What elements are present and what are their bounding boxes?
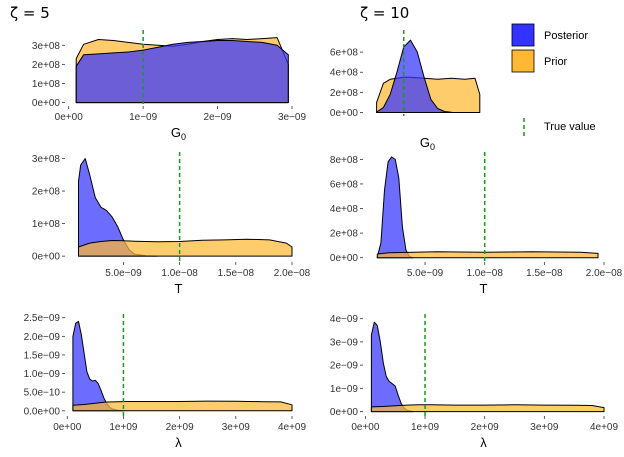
x-tick-label: 3e+09 bbox=[222, 422, 251, 433]
x-tick-label: 0e+00 bbox=[351, 422, 380, 433]
x-tick-label: 1.0e−08 bbox=[161, 268, 198, 279]
y-tick-label: 3e+08 bbox=[32, 154, 61, 165]
column-title-zeta-10: ζ = 10 bbox=[360, 4, 409, 22]
y-tick-label: 2.0e−09 bbox=[24, 332, 61, 343]
x-tick-label: 2e+09 bbox=[471, 422, 500, 433]
panels: 0e+00 1e+08 2e+08 3e+08 0e+00 1e−09 2e−09 3e−09… bbox=[24, 30, 623, 450]
x-tick-label: 0e+00 bbox=[53, 422, 82, 433]
y-tick-label: 4e+08 bbox=[330, 204, 359, 215]
density-prior bbox=[72, 400, 293, 412]
x-axis-title: T bbox=[175, 281, 183, 296]
legend-label-prior: Prior bbox=[544, 56, 568, 68]
y-tick-label: 4e+08 bbox=[330, 68, 359, 79]
y-tick-label: 2e−09 bbox=[330, 361, 359, 372]
y-tick-label: 1e−09 bbox=[330, 384, 359, 395]
density-posterior bbox=[376, 39, 452, 113]
x-tick-label: 1.5e−08 bbox=[218, 268, 255, 279]
legend: Posterior Prior True value bbox=[511, 23, 596, 136]
y-tick-label: 1e+08 bbox=[32, 219, 61, 230]
y-tick-label: 2.5e−09 bbox=[24, 313, 61, 324]
y-tick-label: 8e+08 bbox=[330, 155, 359, 166]
x-tick-label: 1.5e−08 bbox=[526, 268, 563, 279]
y-tick-label: 0.0e+00 bbox=[24, 406, 61, 417]
density-posterior bbox=[72, 320, 124, 412]
density-prior bbox=[78, 238, 293, 257]
legend-label-true-value: True value bbox=[544, 121, 596, 133]
y-tick-label: 1.0e−09 bbox=[24, 369, 61, 380]
x-tick-label: 2e−09 bbox=[204, 112, 233, 123]
x-tick-label: 3e−09 bbox=[278, 112, 307, 123]
y-tick-label: 1e+08 bbox=[32, 79, 61, 90]
y-tick-label: 5.0e−10 bbox=[24, 388, 61, 399]
panel-2: 0e+00 2e+08 4e+08 6e+08 G0 bbox=[330, 30, 481, 152]
density-posterior bbox=[376, 156, 414, 259]
x-tick-label: 0e+00 bbox=[55, 112, 84, 123]
panel-1: 0e+00 1e+08 2e+08 3e+08 0e+00 1e−09 2e−09 3e−09… bbox=[32, 30, 307, 142]
legend-label-posterior: Posterior bbox=[544, 30, 588, 42]
density-prior bbox=[376, 251, 599, 259]
y-tick-label: 2e+08 bbox=[32, 60, 61, 71]
y-tick-label: 0e+00 bbox=[330, 407, 359, 418]
x-tick-label: 1e+09 bbox=[411, 422, 440, 433]
y-tick-label: 0e+00 bbox=[32, 98, 61, 109]
legend-key-posterior bbox=[511, 23, 535, 47]
column-title-zeta-5: ζ = 5 bbox=[10, 4, 50, 22]
y-tick-label: 4e−09 bbox=[330, 314, 359, 325]
y-tick-label: 1.5e−09 bbox=[24, 350, 61, 361]
y-tick-label: 2e+08 bbox=[330, 229, 359, 240]
y-tick-label: 6e+08 bbox=[330, 48, 359, 59]
x-axis-title: λ bbox=[480, 435, 487, 450]
x-axis-title: T bbox=[480, 281, 488, 296]
density-posterior bbox=[370, 321, 414, 413]
x-axis-title: G0 bbox=[420, 135, 435, 152]
y-tick-label: 0e+00 bbox=[330, 253, 359, 264]
panel-6: 0e+00 1e−09 2e−09 3e−09 4e−09 0e+00 1e+09 2e+09… bbox=[330, 314, 619, 450]
x-tick-label: 1.0e−08 bbox=[466, 268, 503, 279]
panel-3: 0e+00 1e+08 2e+08 3e+08 5.0e−09 1.0e−08 1.5e−0… bbox=[32, 152, 311, 296]
y-tick-label: 0e+00 bbox=[330, 108, 359, 119]
density-posterior bbox=[75, 40, 289, 104]
x-tick-label: 1e+09 bbox=[109, 422, 138, 433]
x-tick-label: 3e+09 bbox=[530, 422, 559, 433]
y-tick-label: 2e+08 bbox=[330, 88, 359, 99]
x-tick-label: 5.0e−09 bbox=[105, 268, 142, 279]
x-axis-title: λ bbox=[175, 435, 182, 450]
legend-key-prior bbox=[511, 49, 535, 73]
x-tick-label: 2.0e−08 bbox=[586, 268, 623, 279]
x-tick-label: 2.0e−08 bbox=[274, 268, 311, 279]
y-tick-label: 3e+08 bbox=[32, 41, 61, 52]
y-tick-label: 3e−09 bbox=[330, 337, 359, 348]
y-tick-label: 2e+08 bbox=[32, 187, 61, 198]
x-tick-label: 4e+09 bbox=[590, 422, 619, 433]
x-tick-label: 5.0e−09 bbox=[407, 268, 444, 279]
y-tick-label: 6e+08 bbox=[330, 179, 359, 190]
x-tick-label: 4e+09 bbox=[278, 422, 307, 433]
panel-4: 0e+00 2e+08 4e+08 6e+08 8e+08 5.0e−09 1.0e−08 1… bbox=[330, 152, 623, 296]
panel-5: 0.0e+00 5.0e−10 1.0e−09 1.5e−09 2.0e−09 2.5e−… bbox=[24, 313, 307, 450]
density-prior bbox=[370, 404, 605, 413]
x-axis-title: G0 bbox=[171, 125, 186, 142]
y-tick-label: 0e+00 bbox=[32, 252, 61, 263]
x-tick-label: 2e+09 bbox=[166, 422, 195, 433]
x-tick-label: 1e−09 bbox=[129, 112, 158, 123]
